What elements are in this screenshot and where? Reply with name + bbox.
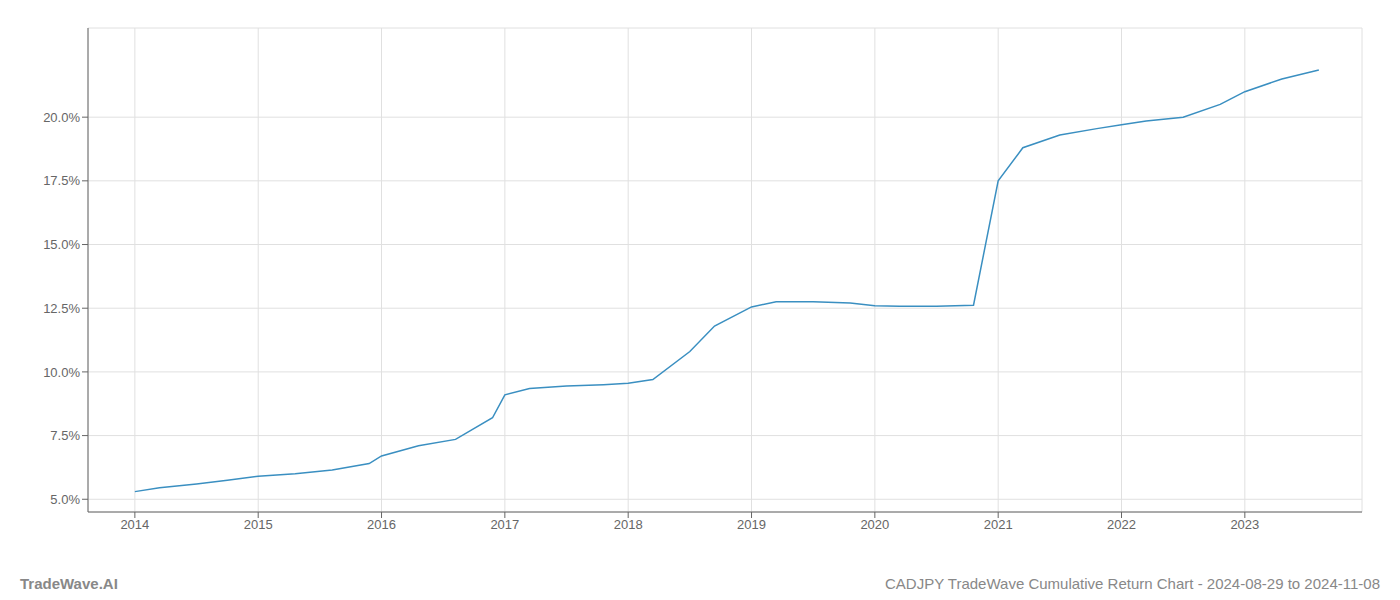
svg-text:2023: 2023: [1230, 517, 1259, 532]
svg-text:2015: 2015: [244, 517, 273, 532]
svg-text:17.5%: 17.5%: [43, 173, 80, 188]
svg-text:10.0%: 10.0%: [43, 365, 80, 380]
svg-text:2016: 2016: [367, 517, 396, 532]
svg-text:2021: 2021: [984, 517, 1013, 532]
svg-text:12.5%: 12.5%: [43, 301, 80, 316]
svg-text:2022: 2022: [1107, 517, 1136, 532]
svg-text:2017: 2017: [490, 517, 519, 532]
svg-text:2018: 2018: [614, 517, 643, 532]
html-text:TradeWave.AI: TradeWave.AI: [20, 575, 118, 592]
svg-text:20.0%: 20.0%: [43, 110, 80, 125]
svg-text:5.0%: 5.0%: [50, 492, 80, 507]
svg-text:2019: 2019: [737, 517, 766, 532]
svg-text:15.0%: 15.0%: [43, 237, 80, 252]
html-text:CADJPY TradeWave Cumulative Re: CADJPY TradeWave Cumulative Return Chart…: [885, 575, 1380, 592]
svg-text:2014: 2014: [120, 517, 149, 532]
svg-text:2020: 2020: [860, 517, 889, 532]
svg-text:7.5%: 7.5%: [50, 428, 80, 443]
